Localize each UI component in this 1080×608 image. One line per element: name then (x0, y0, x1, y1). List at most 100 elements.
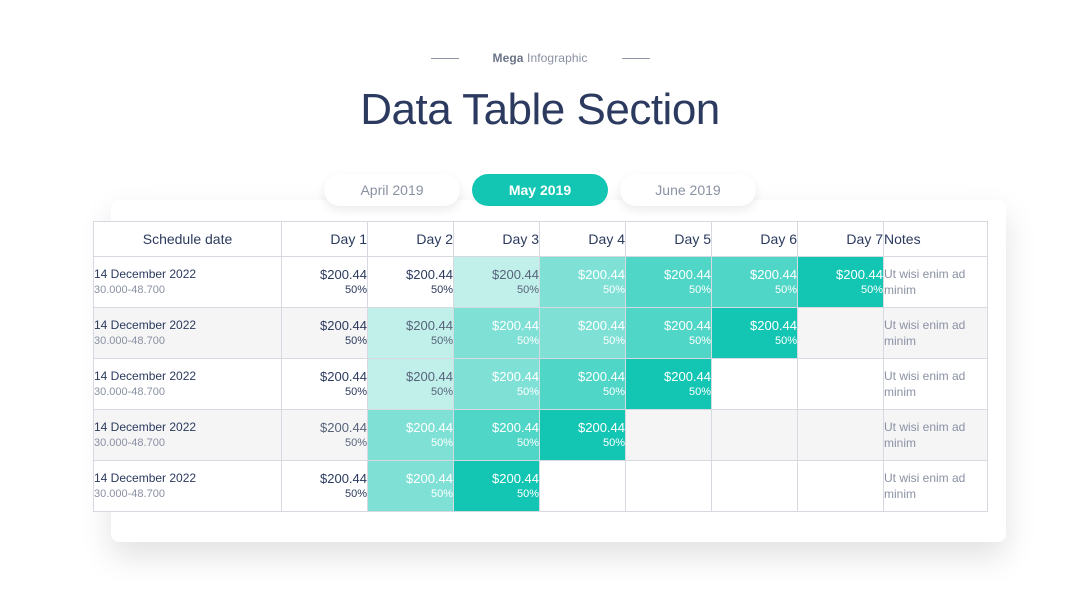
day-5-cell: $200.44 50% (625, 307, 712, 359)
schedule-date: 14 December 2022 (94, 420, 197, 434)
tab-may-2019[interactable]: May 2019 (472, 174, 608, 206)
cell-amount: $200.44 (578, 267, 625, 282)
schedule-range: 30.000-48.700 (94, 284, 165, 296)
cell-amount: $200.44 (750, 318, 797, 333)
day-1-cell: $200.44 50% (281, 460, 368, 512)
cell-percent: 50% (602, 386, 625, 398)
day-1-cell: $200.44 50% (281, 358, 368, 410)
empty-cell (711, 409, 798, 461)
empty-cell (711, 460, 798, 512)
subtitle-brand: Mega (492, 51, 524, 65)
tab-april-2019[interactable]: April 2019 (324, 174, 460, 206)
notes-cell: Ut wisi enim ad minim (883, 358, 988, 410)
day-5-cell: $200.44 50% (625, 256, 712, 308)
schedule-date: 14 December 2022 (94, 318, 197, 332)
day-1-cell: $200.44 50% (281, 307, 368, 359)
cell-amount: $200.44 (836, 267, 883, 282)
table-row: 14 December 2022 30.000-48.700 $200.44 50% $… (93, 409, 988, 461)
empty-cell (797, 358, 884, 410)
cell-percent: 50% (430, 335, 453, 347)
notes-cell: Ut wisi enim ad minim (883, 460, 988, 512)
table-row: 14 December 2022 30.000-48.700 $200.44 50% $… (93, 358, 988, 410)
cell-percent: 50% (430, 386, 453, 398)
cell-percent: 50% (430, 284, 453, 296)
empty-cell (539, 460, 626, 512)
schedule-date: 14 December 2022 (94, 369, 197, 383)
schedule-date-cell: 14 December 2022 30.000-48.700 (93, 460, 282, 512)
cell-amount: $200.44 (320, 318, 367, 333)
day-3-cell: $200.44 50% (453, 307, 540, 359)
schedule-date-cell: 14 December 2022 30.000-48.700 (93, 256, 282, 308)
cell-percent: 50% (774, 335, 797, 347)
cell-percent: 50% (602, 437, 625, 449)
header-day-7: Day 7 (797, 221, 884, 257)
day-4-cell: $200.44 50% (539, 307, 626, 359)
schedule-date-cell: 14 December 2022 30.000-48.700 (93, 409, 282, 461)
schedule-range: 30.000-48.700 (94, 335, 165, 347)
schedule-range: 30.000-48.700 (94, 437, 165, 449)
subtitle-row: Mega Infographic (0, 49, 1080, 67)
empty-cell (797, 409, 884, 461)
empty-cell (625, 460, 712, 512)
day-2-cell: $200.44 50% (367, 307, 454, 359)
cell-percent: 50% (344, 335, 367, 347)
cell-amount: $200.44 (664, 267, 711, 282)
notes-cell: Ut wisi enim ad minim (883, 307, 988, 359)
day-6-cell: $200.44 50% (711, 307, 798, 359)
header-day-2: Day 2 (367, 221, 454, 257)
cell-percent: 50% (430, 437, 453, 449)
cell-amount: $200.44 (492, 420, 539, 435)
day-2-cell: $200.44 50% (367, 256, 454, 308)
cell-percent: 50% (344, 437, 367, 449)
day-1-cell: $200.44 50% (281, 409, 368, 461)
cell-amount: $200.44 (492, 471, 539, 486)
cell-percent: 50% (344, 284, 367, 296)
cell-percent: 50% (688, 335, 711, 347)
cell-amount: $200.44 (320, 420, 367, 435)
month-tabs: April 2019 May 2019 June 2019 (0, 174, 1080, 206)
table-row: 14 December 2022 30.000-48.700 $200.44 50% $… (93, 460, 988, 512)
cell-percent: 50% (344, 386, 367, 398)
schedule-date-cell: 14 December 2022 30.000-48.700 (93, 358, 282, 410)
cell-percent: 50% (602, 335, 625, 347)
note-text: Ut wisi enim ad minim (884, 471, 966, 501)
data-table: Schedule date Day 1 Day 2 Day 3 Day 4 Da… (93, 221, 988, 512)
cell-amount: $200.44 (578, 369, 625, 384)
day-2-cell: $200.44 50% (367, 460, 454, 512)
tab-june-2019[interactable]: June 2019 (620, 174, 756, 206)
note-text: Ut wisi enim ad minim (884, 267, 966, 297)
day-4-cell: $200.44 50% (539, 358, 626, 410)
schedule-date-cell: 14 December 2022 30.000-48.700 (93, 307, 282, 359)
day-3-cell: $200.44 50% (453, 256, 540, 308)
day-3-cell: $200.44 50% (453, 358, 540, 410)
cell-percent: 50% (602, 284, 625, 296)
empty-cell (797, 460, 884, 512)
cell-amount: $200.44 (320, 369, 367, 384)
subtitle-text: Infographic (523, 51, 588, 65)
cell-amount: $200.44 (578, 318, 625, 333)
day-2-cell: $200.44 50% (367, 409, 454, 461)
cell-percent: 50% (516, 386, 539, 398)
schedule-date: 14 December 2022 (94, 471, 197, 485)
day-6-cell: $200.44 50% (711, 256, 798, 308)
table-row: 14 December 2022 30.000-48.700 $200.44 50% $… (93, 256, 988, 308)
cell-percent: 50% (516, 488, 539, 500)
cell-amount: $200.44 (320, 267, 367, 282)
cell-percent: 50% (688, 386, 711, 398)
cell-amount: $200.44 (406, 318, 453, 333)
cell-amount: $200.44 (750, 267, 797, 282)
notes-cell: Ut wisi enim ad minim (883, 409, 988, 461)
cell-percent: 50% (688, 284, 711, 296)
header-schedule-date: Schedule date (93, 221, 282, 257)
header-day-4: Day 4 (539, 221, 626, 257)
cell-amount: $200.44 (578, 420, 625, 435)
cell-amount: $200.44 (492, 369, 539, 384)
note-text: Ut wisi enim ad minim (884, 369, 966, 399)
cell-percent: 50% (774, 284, 797, 296)
cell-percent: 50% (344, 488, 367, 500)
day-1-cell: $200.44 50% (281, 256, 368, 308)
schedule-range: 30.000-48.700 (94, 386, 165, 398)
header-notes: Notes (883, 221, 988, 257)
empty-cell (711, 358, 798, 410)
day-3-cell: $200.44 50% (453, 409, 540, 461)
